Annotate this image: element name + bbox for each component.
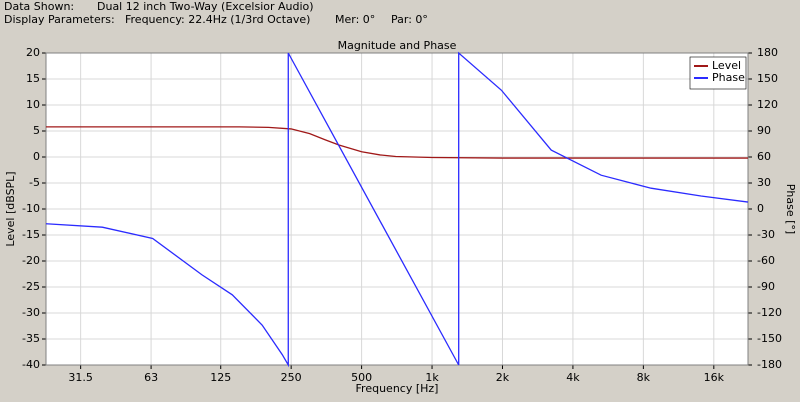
y2-tick-label: 60 <box>757 150 771 163</box>
y-tick-label: -25 <box>22 280 40 293</box>
y-tick-label: -30 <box>22 306 40 319</box>
header-value: Frequency: 22.4Hz (1/3rd Octave) <box>125 13 310 26</box>
series-line <box>45 51 749 368</box>
x-tick-label: 1k <box>425 371 439 384</box>
y2-tick-label: 120 <box>757 98 778 111</box>
y-axis-label: Level [dBSPL] <box>4 171 17 246</box>
y2-tick-label: 150 <box>757 72 778 85</box>
y-tick-label: -15 <box>22 228 40 241</box>
x-tick-label: 500 <box>351 371 372 384</box>
y2-tick-label: -30 <box>757 228 775 241</box>
y-tick-label: 20 <box>26 46 40 59</box>
y2-tick-label: 0 <box>757 202 764 215</box>
series-line <box>46 126 748 159</box>
y-tick-label: -10 <box>22 202 40 215</box>
y-tick-label: 0 <box>33 150 40 163</box>
x-tick-label: 125 <box>210 371 231 384</box>
y2-tick-label: 180 <box>757 46 778 59</box>
x-tick-label: 16k <box>704 371 725 384</box>
x-tick-label: 4k <box>566 371 580 384</box>
x-tick-label: 8k <box>637 371 651 384</box>
y2-axis-label: Phase [°] <box>784 184 797 234</box>
y-tick-label: -20 <box>22 254 40 267</box>
y2-tick-label: -150 <box>757 332 782 345</box>
chart-title: Magnitude and Phase <box>338 39 457 52</box>
x-tick-label: 63 <box>144 371 158 384</box>
header-value: Dual 12 inch Two-Way (Excelsior Audio) <box>97 0 314 13</box>
x-tick-label: 2k <box>496 371 510 384</box>
legend-label: Level <box>712 59 741 72</box>
legend-box <box>689 56 747 90</box>
y-tick-label: 5 <box>33 124 40 137</box>
legend-label: Phase <box>712 71 745 84</box>
y2-tick-label: 90 <box>757 124 771 137</box>
y-tick-label: 15 <box>26 72 40 85</box>
y-tick-label: 10 <box>26 98 40 111</box>
x-tick-label: 31.5 <box>68 371 93 384</box>
header-label: Data Shown: <box>4 0 74 13</box>
x-tick-label: 250 <box>281 371 302 384</box>
y2-tick-label: -90 <box>757 280 775 293</box>
x-axis-label: Frequency [Hz] <box>356 382 439 395</box>
y2-tick-label: 30 <box>757 176 771 189</box>
y-tick-label: -35 <box>22 332 40 345</box>
y-tick-label: -40 <box>22 358 40 371</box>
header-label: Display Parameters: <box>4 13 115 26</box>
plot-border <box>45 52 749 366</box>
header-value: Par: 0° <box>391 13 428 26</box>
y2-tick-label: -120 <box>757 306 782 319</box>
y-tick-label: -5 <box>29 176 40 189</box>
y2-tick-label: -60 <box>757 254 775 267</box>
y2-tick-label: -180 <box>757 358 782 371</box>
header-value: Mer: 0° <box>335 13 375 26</box>
